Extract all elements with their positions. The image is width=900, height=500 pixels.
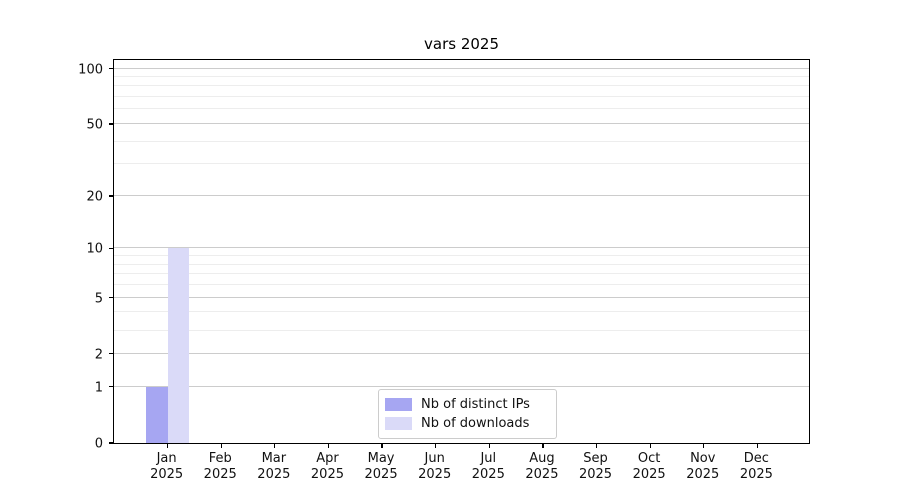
gridline-major — [114, 296, 809, 298]
y-axis-tick-label: 100 — [78, 62, 103, 78]
gridline-minor — [114, 85, 809, 87]
x-axis-tick — [327, 443, 330, 448]
x-axis-tick — [756, 443, 758, 448]
gridline-minor — [114, 140, 809, 142]
x-axis-tick-label: Nov 2025 — [686, 451, 720, 482]
gridline-major — [114, 247, 809, 249]
x-axis-tick-label: Jan 2025 — [150, 451, 184, 482]
gridline-major — [114, 352, 809, 354]
y-axis-tick — [109, 353, 114, 355]
y-axis-tick-label: 5 — [94, 291, 103, 307]
x-axis-tick-label: Sep 2025 — [578, 451, 613, 482]
gridline-minor — [114, 255, 809, 257]
x-axis-tick-label: May 2025 — [364, 451, 398, 482]
x-axis-tick — [274, 443, 276, 448]
x-axis-tick-label: Jul 2025 — [471, 451, 505, 482]
x-axis-tick-label: Mar 2025 — [257, 451, 291, 482]
x-axis-tick — [703, 443, 705, 448]
x-axis-tick-label: Aug 2025 — [525, 451, 559, 482]
y-axis-tick — [109, 67, 114, 70]
x-axis-tick — [435, 443, 437, 448]
legend-swatch-downloads-icon — [385, 417, 412, 430]
gridline-major — [114, 385, 809, 387]
gridline-minor — [114, 273, 809, 275]
bar-nb-of-distinct-ips — [146, 386, 168, 443]
bar-nb-of-downloads — [167, 248, 190, 443]
gridline-minor — [114, 76, 809, 77]
y-axis-tick-label: 0 — [94, 436, 103, 452]
y-axis-tick — [109, 442, 114, 444]
gridline-minor — [114, 284, 809, 286]
x-axis-tick — [220, 443, 222, 448]
legend-item-distinct-ips: Nb of distinct IPs — [385, 395, 548, 414]
x-axis-tick — [595, 443, 598, 448]
x-axis-tick-label: Apr 2025 — [310, 451, 344, 482]
y-axis-tick-label: 1 — [94, 380, 103, 396]
gridline-minor — [114, 329, 809, 331]
y-axis-tick-label: 2 — [94, 347, 103, 363]
y-axis-tick — [109, 386, 114, 388]
gridline-minor — [114, 263, 809, 265]
x-axis-tick-label: Oct 2025 — [632, 451, 666, 482]
y-axis-tick — [109, 195, 114, 197]
legend-label-distinct-ips: Nb of distinct IPs — [421, 397, 530, 412]
gridline-minor — [114, 311, 809, 313]
legend-swatch-distinct-ips-icon — [385, 398, 412, 411]
y-axis-tick-label: 10 — [86, 241, 103, 257]
y-axis-tick — [109, 297, 114, 299]
x-axis-tick-label: Feb 2025 — [203, 451, 237, 482]
gridline-minor — [114, 96, 809, 98]
y-axis-tick-label: 50 — [86, 117, 103, 133]
x-axis-tick — [167, 443, 169, 448]
gridline-major — [114, 122, 809, 124]
gridline-minor — [114, 108, 809, 110]
x-axis-tick-label: Dec 2025 — [739, 451, 773, 482]
gridline-major — [114, 194, 809, 196]
y-axis-tick — [109, 247, 114, 250]
gridline-major — [114, 67, 809, 69]
x-axis-tick — [488, 443, 490, 448]
y-axis-tick-label: 20 — [86, 189, 103, 205]
x-axis-tick — [649, 443, 651, 448]
legend-label-downloads: Nb of downloads — [421, 416, 530, 431]
legend: Nb of distinct IPs Nb of downloads — [378, 389, 557, 439]
plot-area — [109, 59, 810, 448]
chart-title: vars 2025 — [424, 35, 499, 53]
gridline-minor — [114, 163, 809, 165]
x-axis-tick — [381, 443, 383, 448]
x-axis-tick-label: Jun 2025 — [418, 451, 452, 482]
legend-item-downloads: Nb of downloads — [385, 414, 548, 433]
y-axis-tick — [109, 123, 114, 125]
x-axis-tick — [542, 443, 544, 448]
